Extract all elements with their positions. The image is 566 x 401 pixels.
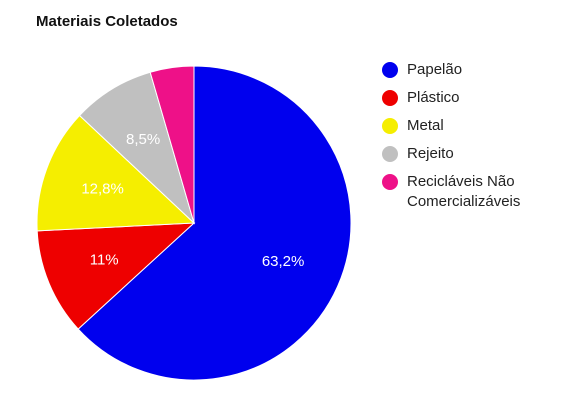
legend-item-papelao: Papelão (382, 60, 566, 80)
slice-label-metal: 12,8% (81, 180, 124, 197)
legend-item-plastico: Plástico (382, 88, 566, 108)
slice-label-papelao: 63,2% (262, 253, 305, 270)
legend-label-metal: Metal (407, 117, 444, 134)
pie-slice-metal (36, 114, 196, 232)
legend-item-rejeito: Rejeito (382, 144, 566, 164)
legend-label-rejeito: Rejeito (407, 145, 454, 162)
pie-slice-papelao (77, 65, 352, 381)
legend-item-reciclaveis-nao-comercializaveis: Recicláveis Não Comercializáveis (382, 172, 566, 212)
legend-label-papelao: Papelão (407, 61, 463, 78)
pie-slice-rejeito (78, 71, 195, 225)
legend-item-metal: Metal (382, 116, 566, 136)
slice-label-rejeito: 8,5% (126, 131, 160, 148)
legend-swatch-papelao (382, 62, 398, 78)
legend: Papelão Plástico Metal Rejeito Recicláve… (382, 60, 566, 220)
chart-title: Materiais Coletados (36, 13, 178, 30)
legend-label-reciclaveis-nao-comercializaveis: Recicláveis Não Comercializáveis (407, 173, 521, 210)
legend-swatch-metal (382, 118, 398, 134)
legend-label-plastico: Plástico (407, 89, 460, 106)
pie-slice-reciclaveis-nao-comercializaveis (149, 65, 195, 224)
legend-swatch-plastico (382, 90, 398, 106)
pie-slice-plastico (36, 222, 196, 330)
slice-label-plastico: 11% (90, 251, 119, 268)
legend-swatch-reciclaveis-nao-comercializaveis (382, 174, 398, 190)
legend-swatch-rejeito (382, 146, 398, 162)
